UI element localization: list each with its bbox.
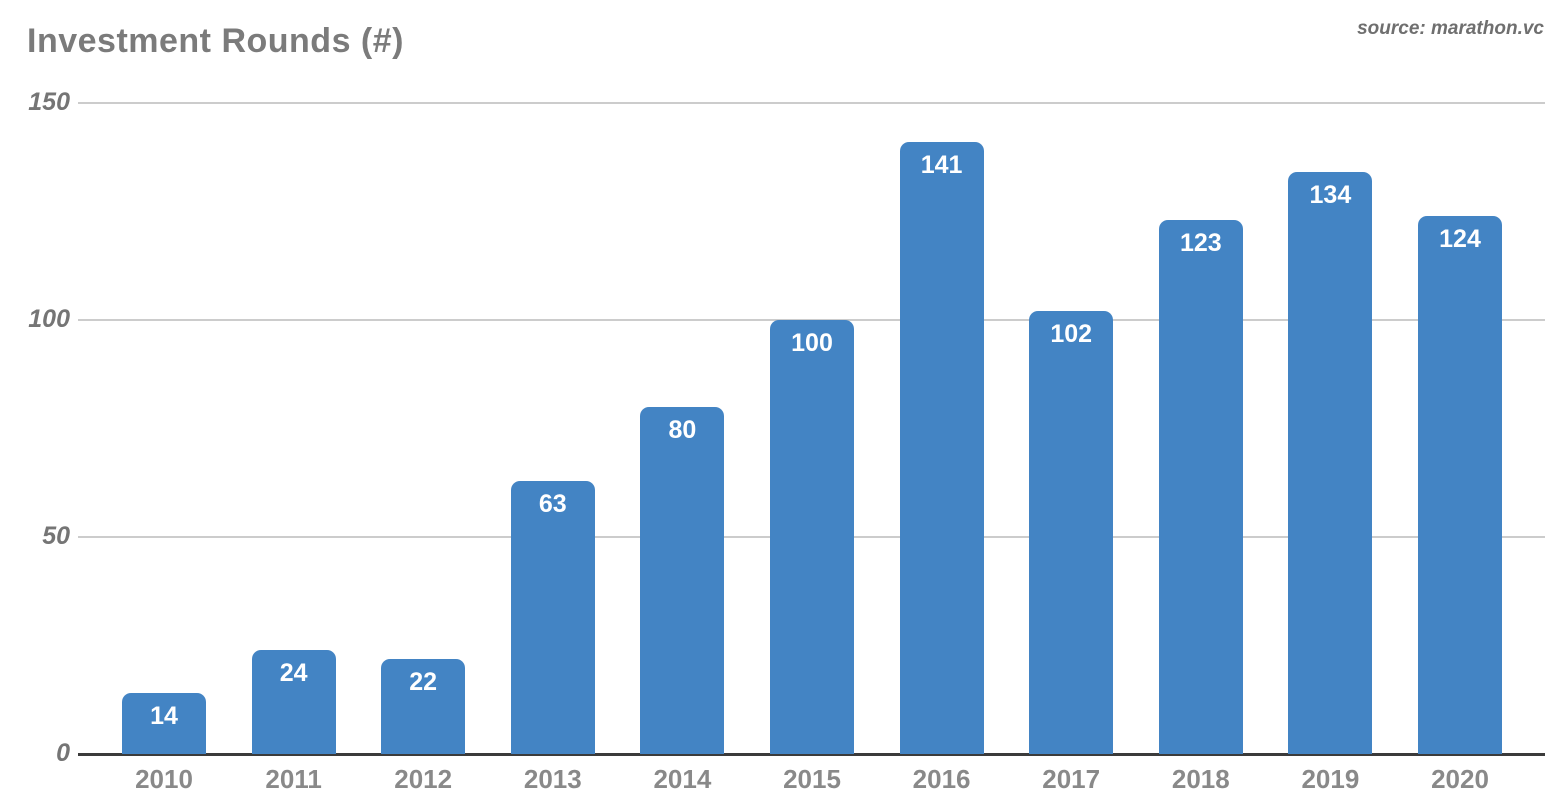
- bar-value-label: 63: [538, 489, 567, 518]
- bar-2015: 100: [770, 320, 854, 754]
- bar-2013: 63: [510, 480, 595, 754]
- bar-2020: 124: [1418, 215, 1502, 754]
- bar-2016: 141: [899, 142, 984, 754]
- bar-value-label: 141: [920, 151, 963, 180]
- x-tick-label: 2017: [1042, 764, 1101, 794]
- bar-value-label: 124: [1439, 224, 1481, 253]
- bar-2018: 123: [1158, 220, 1243, 754]
- y-tick-label: 150: [28, 88, 70, 116]
- x-tick-label: 2011: [265, 764, 322, 794]
- chart-title: Investment Rounds (#): [27, 22, 404, 60]
- x-tick-label: 2018: [1171, 764, 1230, 794]
- gridline: [78, 102, 1545, 104]
- bar-value-label: 102: [1050, 320, 1093, 349]
- x-tick-label: 2013: [523, 764, 582, 794]
- bar-value-label: 80: [668, 415, 697, 444]
- y-tick-label: 0: [56, 739, 70, 767]
- y-tick-label: 50: [42, 522, 70, 550]
- bar-value-label: 134: [1309, 181, 1352, 210]
- x-tick-label: 2014: [653, 764, 712, 794]
- bar-2011: 24: [251, 649, 336, 754]
- x-tick-label: 2010: [135, 764, 193, 794]
- bar-2012: 22: [381, 658, 466, 754]
- bar-2010: 14: [122, 693, 206, 754]
- x-axis-line: [78, 752, 1545, 756]
- bar-value-label: 22: [409, 667, 438, 696]
- bar-2014: 80: [640, 406, 725, 754]
- bar-value-label: 14: [150, 702, 178, 731]
- source-note: source: marathon.vc: [1357, 18, 1544, 39]
- x-tick-label: 2019: [1301, 764, 1360, 794]
- bar-value-label: 100: [791, 329, 833, 357]
- x-tick-label: 2015: [783, 764, 841, 794]
- x-tick-label: 2016: [912, 764, 971, 794]
- y-tick-label: 100: [28, 305, 70, 333]
- bar-2019: 134: [1288, 172, 1373, 754]
- x-tick-label: 2012: [394, 764, 453, 794]
- bar-2017: 102: [1029, 311, 1114, 754]
- bar-value-label: 123: [1179, 229, 1222, 258]
- x-tick-label: 2020: [1431, 764, 1489, 794]
- bar-value-label: 24: [279, 658, 308, 687]
